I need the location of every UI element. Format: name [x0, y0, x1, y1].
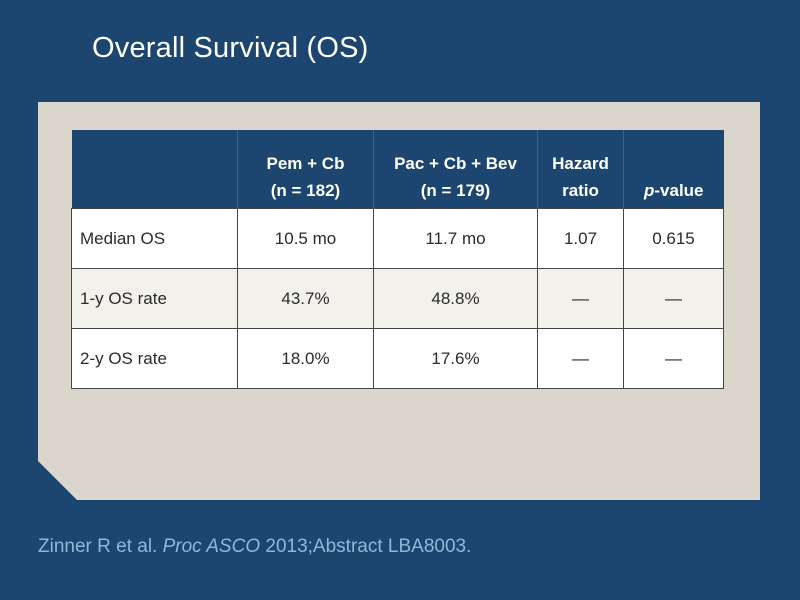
- header-label-line1: Hazard: [552, 154, 609, 173]
- citation-details: 2013;Abstract LBA8003.: [260, 536, 472, 557]
- os-results-table: Pem + Cb (n = 182) Pac + Cb + Bev (n = 1…: [71, 130, 724, 389]
- slide-title: Overall Survival (OS): [92, 32, 369, 64]
- table-cell: —: [537, 268, 624, 329]
- table-cell: —: [623, 328, 724, 389]
- table-header-row: Pem + Cb (n = 182) Pac + Cb + Bev (n = 1…: [71, 130, 724, 209]
- header-cell-pac-cb-bev: Pac + Cb + Bev (n = 179): [373, 130, 538, 209]
- row-label: 1-y OS rate: [71, 268, 238, 329]
- table-row-median-os: Median OS 10.5 mo 11.7 mo 1.07 0.615: [71, 208, 724, 269]
- table-cell: 11.7 mo: [373, 208, 538, 269]
- header-label-italic: p: [643, 181, 655, 200]
- table-cell: 1.07: [537, 208, 624, 269]
- table-cell: —: [623, 268, 724, 329]
- header-cell-p-value: p-value: [623, 130, 724, 209]
- header-label-line2: (n = 179): [420, 181, 491, 200]
- row-label: Median OS: [71, 208, 238, 269]
- header-cell-hazard-ratio: Hazard ratio: [537, 130, 624, 209]
- header-label-suffix: -value: [654, 181, 704, 200]
- citation: Zinner R et al. Proc ASCO 2013;Abstract …: [38, 536, 471, 558]
- citation-journal: Proc ASCO: [162, 536, 261, 557]
- row-label: 2-y OS rate: [71, 328, 238, 389]
- citation-authors: Zinner R et al.: [38, 536, 163, 557]
- header-label-line1: Pac + Cb + Bev: [394, 154, 517, 173]
- header-cell-pem-cb: Pem + Cb (n = 182): [237, 130, 374, 209]
- table-row-2y-os-rate: 2-y OS rate 18.0% 17.6% — —: [71, 328, 724, 389]
- header-label-line2: ratio: [562, 181, 599, 200]
- table-cell: 0.615: [623, 208, 724, 269]
- table-cell: 43.7%: [237, 268, 374, 329]
- header-label-line1: Pem + Cb: [266, 154, 345, 173]
- table-cell: 10.5 mo: [237, 208, 374, 269]
- table-cell: 48.8%: [373, 268, 538, 329]
- table-cell: —: [537, 328, 624, 389]
- header-label-line2: (n = 182): [270, 181, 341, 200]
- header-cell-empty: [71, 130, 238, 209]
- table-cell: 18.0%: [237, 328, 374, 389]
- header-label-line2: p-value: [628, 177, 720, 204]
- table-cell: 17.6%: [373, 328, 538, 389]
- table-row-1y-os-rate: 1-y OS rate 43.7% 48.8% — —: [71, 268, 724, 329]
